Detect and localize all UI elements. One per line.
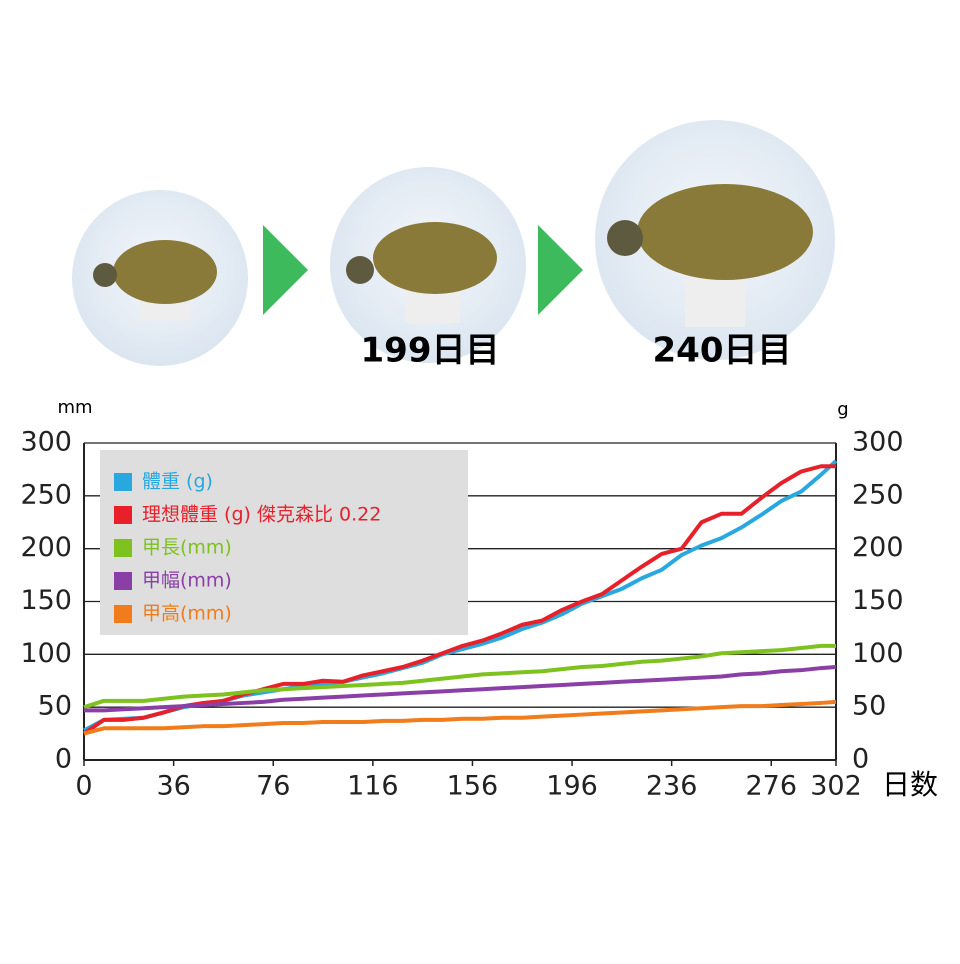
y2-tick-label: 200 xyxy=(852,532,904,563)
y2-tick-label: 50 xyxy=(852,691,886,722)
y2-tick-label: 100 xyxy=(852,638,904,669)
photo xyxy=(330,167,526,363)
x-tick-label: 156 xyxy=(447,771,499,802)
y-tick-label: 300 xyxy=(20,427,72,458)
x-tick-label: 236 xyxy=(646,771,698,802)
y-tick-label: 250 xyxy=(20,479,72,510)
legend-label: 體重 (g) xyxy=(142,471,213,493)
line xyxy=(84,665,837,713)
x-tick-label: 36 xyxy=(156,771,190,802)
line xyxy=(82,464,836,736)
line xyxy=(83,699,837,736)
photo xyxy=(72,190,248,366)
y2-tick-label: 0 xyxy=(852,744,869,775)
x-tick-label: 0 xyxy=(75,771,92,802)
x-tick-label: 302 xyxy=(810,771,862,802)
y-axis-label: mm xyxy=(57,397,92,418)
legend-swatch xyxy=(114,572,132,590)
legend-swatch xyxy=(114,539,132,557)
x-tick-label: 276 xyxy=(745,771,797,802)
legend-label: 理想體重 (g) 傑克森比 0.22 xyxy=(142,504,381,526)
x-tick-label: 116 xyxy=(347,771,399,802)
x-tick-label: 196 xyxy=(546,771,598,802)
arrow xyxy=(263,225,308,315)
photo xyxy=(595,120,835,360)
y-tick-label: 50 xyxy=(38,691,72,722)
legend-label: 甲長(mm) xyxy=(142,537,232,559)
y-tick-label: 150 xyxy=(20,585,72,616)
y2-axis-label: g xyxy=(837,399,848,420)
y-tick-label: 200 xyxy=(20,532,72,563)
arrow xyxy=(538,225,583,315)
y2-tick-label: 250 xyxy=(852,479,904,510)
x-axis-label: 日数 xyxy=(882,768,938,801)
legend-swatch xyxy=(114,605,132,623)
y-tick-label: 100 xyxy=(20,638,72,669)
legend xyxy=(100,450,468,635)
legend-swatch xyxy=(114,506,132,524)
legend-label: 甲幅(mm) xyxy=(142,570,232,592)
y2-tick-label: 150 xyxy=(852,585,904,616)
legend-swatch xyxy=(114,473,132,491)
x-tick-label: 76 xyxy=(256,771,290,802)
caption: 199日目 xyxy=(361,331,500,371)
legend-label: 甲高(mm) xyxy=(142,603,232,625)
caption: 240日目 xyxy=(653,331,792,371)
line xyxy=(83,643,836,710)
y-tick-label: 0 xyxy=(55,744,72,775)
y2-tick-label: 300 xyxy=(852,427,904,458)
